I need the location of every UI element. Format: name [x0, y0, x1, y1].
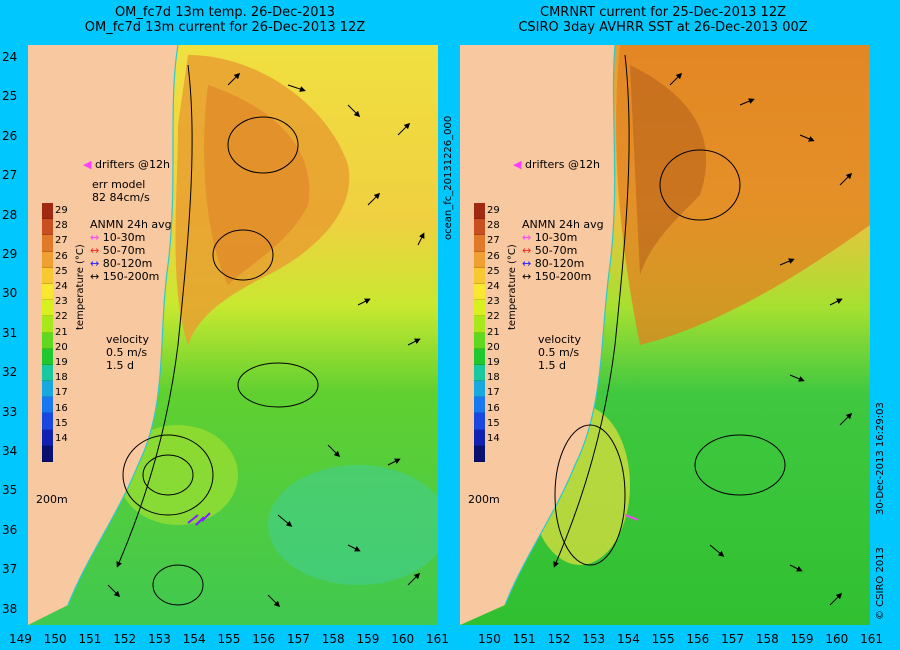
right-colorbar-ticks: 29 28 27 26 25 24 23 22 21 20 19 18 17 16 15 14 — [487, 205, 500, 445]
right-title: CMRNRT current for 25-Dec-2013 12Z CSIRO… — [458, 5, 868, 35]
left-title: OM_fc7d 13m temp. 26-Dec-2013 OM_fc7d 13… — [20, 5, 430, 35]
left-title-line1: OM_fc7d 13m temp. 26-Dec-2013 — [114, 5, 336, 20]
left-anmn-legend: ANMN 24h avg ↔ 10-30m ↔ 50-70m ↔ 80-120m… — [90, 218, 172, 283]
copyright-label: © CSIRO 2013 — [875, 547, 886, 620]
left-y-axis: 24 25 26 27 28 29 30 31 32 33 34 35 36 37 38 — [2, 50, 18, 616]
right-anmn-legend: ANMN 24h avg ↔ 10-30m ↔ 50-70m ↔ 80-120m… — [522, 218, 604, 283]
left-velocity-arrows — [107, 72, 425, 608]
right-velocity-arrows — [669, 72, 853, 606]
right-drifters-label: ◀ drifters @12h — [513, 158, 601, 171]
left-drifter-tracks — [187, 512, 211, 526]
right-map-panel — [460, 45, 870, 625]
right-isobath-label: 200m — [468, 493, 500, 506]
file-id-label: ocean_fc_20131226_000 — [443, 115, 454, 240]
right-colorbar — [474, 203, 485, 462]
left-sst-map — [28, 45, 438, 625]
left-velocity-scale: velocity 0.5 m/s 1.5 d — [106, 333, 149, 372]
left-colorbar — [42, 203, 53, 462]
left-title-line2: OM_fc7d 13m current for 26-Dec-2013 12Z — [84, 20, 366, 35]
right-velocity-scale: velocity 0.5 m/s 1.5 d — [538, 333, 581, 372]
right-title-line1: CMRNRT current for 25-Dec-2013 12Z — [540, 5, 786, 20]
right-title-line2: CSIRO 3day AVHRR SST at 26-Dec-2013 00Z — [518, 20, 808, 35]
timestamp-label: 30-Dec-2013 16:29:03 — [875, 402, 886, 515]
left-err-model: err model 82 84cm/s — [92, 178, 150, 204]
left-colorbar-ticks: 29 28 27 26 25 24 23 22 21 20 19 18 17 16 15 14 — [55, 205, 68, 445]
right-colorbar-label: temperature (°C) — [507, 244, 518, 330]
left-colorbar-label: temperature (°C) — [75, 244, 86, 330]
right-sst-map — [460, 45, 870, 625]
right-x-axis: 150 151 152 153 154 155 156 157 158 159 160 161 — [478, 632, 883, 646]
right-drifter-tracks — [624, 514, 639, 521]
left-map-panel — [28, 45, 438, 625]
left-isobath-label: 200m — [36, 493, 68, 506]
left-drifters-label: ◀ drifters @12h — [83, 158, 171, 171]
left-x-axis: 149 150 151 152 153 154 155 156 157 158 159 160 1… — [9, 632, 449, 646]
